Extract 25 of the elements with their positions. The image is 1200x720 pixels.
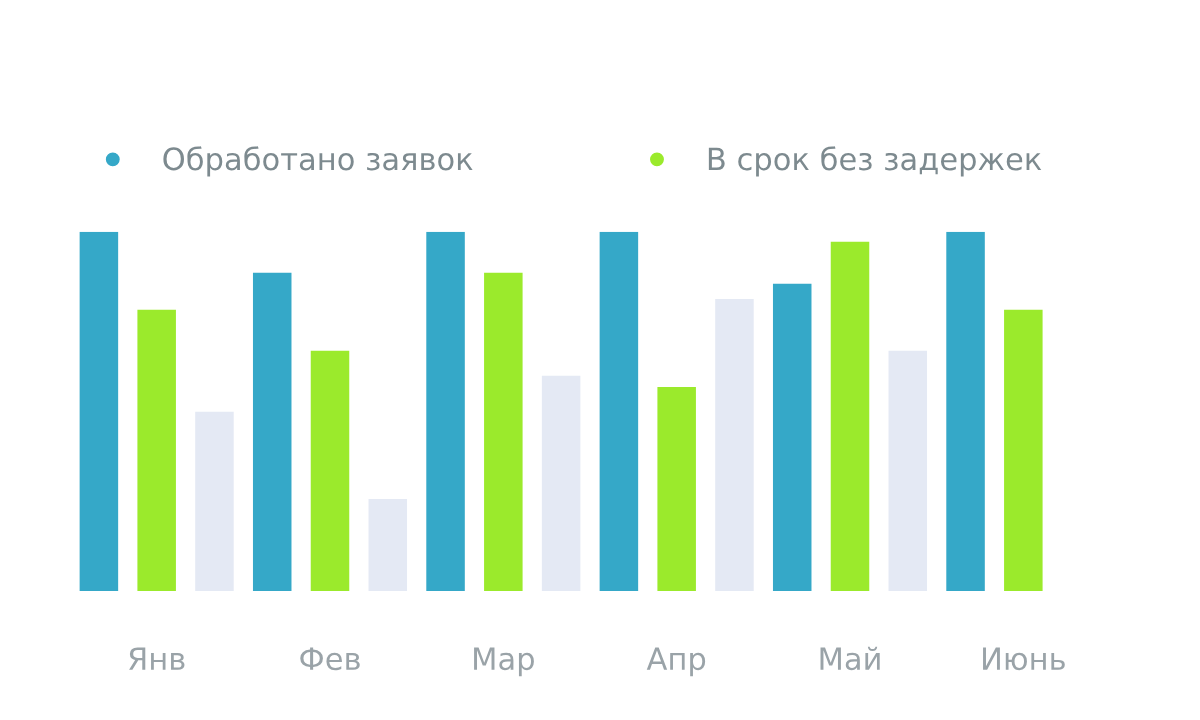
bar: [715, 298, 754, 591]
bar: [888, 350, 928, 591]
bar: [195, 411, 234, 591]
legend-label: Обработано заявок: [163, 146, 473, 177]
bar: [946, 231, 985, 591]
x-tick-label: Май: [820, 646, 880, 671]
x-tick-label: Июнь: [983, 647, 1065, 671]
x-tick-label: Апр: [646, 647, 706, 677]
x-tick-label: Фев: [300, 647, 360, 671]
legend-label: В срок без задержек: [708, 146, 1042, 177]
x-tick-label: Янв: [129, 647, 185, 670]
bar: [79, 231, 119, 591]
bar: [426, 231, 465, 591]
x-tick-label: Мар: [474, 647, 534, 677]
bar: [484, 272, 523, 591]
bar: [1004, 309, 1043, 591]
bar: [772, 283, 812, 591]
bar: [599, 231, 639, 591]
bar: [310, 350, 350, 591]
bar: [830, 241, 870, 591]
bar: [252, 272, 292, 591]
bar: [368, 499, 408, 591]
bar: [657, 386, 696, 591]
bar: [541, 375, 581, 591]
bar: [137, 309, 176, 591]
